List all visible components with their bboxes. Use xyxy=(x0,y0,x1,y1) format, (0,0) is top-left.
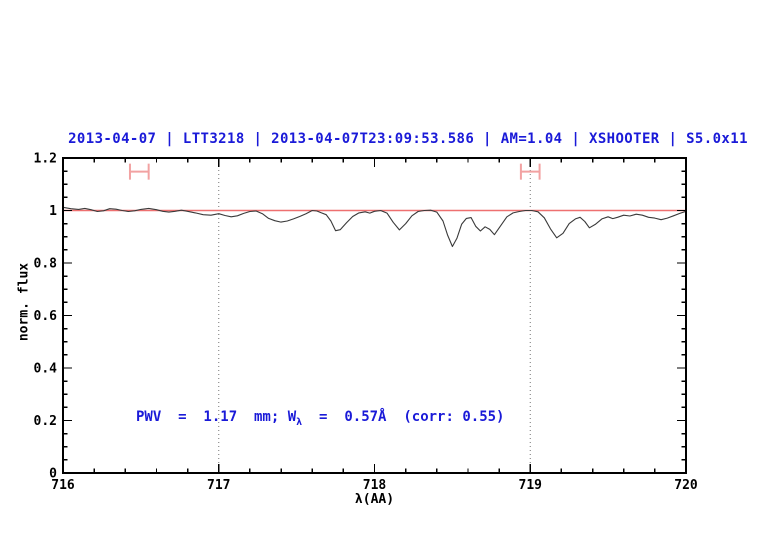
x-tick-label: 718 xyxy=(363,478,387,493)
x-tick-label: 719 xyxy=(519,478,542,493)
pwv-annotation-tail: = 0.57Å (corr: 0.55) xyxy=(302,409,505,425)
y-tick-label: 0 xyxy=(49,467,57,482)
x-tick-label: 720 xyxy=(674,478,698,493)
x-axis-label: λ(AA) xyxy=(354,492,395,507)
plot-title: 2013-04-07 | LTT3218 | 2013-04-07T23:09:… xyxy=(68,131,748,147)
y-tick-label: 1.2 xyxy=(34,152,57,167)
pwv-interval-marker xyxy=(128,163,150,180)
x-tick-label: 717 xyxy=(207,478,230,493)
x-tick-label: 716 xyxy=(51,478,75,493)
y-tick-label: 0.8 xyxy=(34,257,58,272)
y-tick-label: 1 xyxy=(49,204,57,219)
y-tick-label: 0.6 xyxy=(34,309,58,324)
pwv-annotation-text: PWV = 1.17 mm; W xyxy=(136,409,297,425)
y-tick-label: 0.2 xyxy=(34,414,57,429)
pwv-annotation: PWV = 1.17 mm; Wλ = 0.57Å (corr: 0.55) xyxy=(136,409,504,428)
lambda-subscript: λ xyxy=(296,416,303,428)
spectrum-line xyxy=(62,206,687,248)
axis-ticks xyxy=(63,158,686,473)
pwv-interval-marker xyxy=(519,163,541,180)
y-tick-label: 0.4 xyxy=(34,362,58,377)
